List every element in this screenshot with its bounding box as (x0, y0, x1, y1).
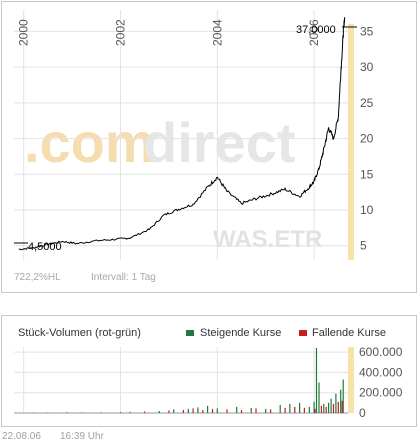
volume-y-tick-label: 600.000 (359, 345, 403, 359)
volume-bar-down (337, 401, 339, 413)
change-percent-label: 722,2%HL (14, 272, 61, 283)
volume-highlight-bar (348, 347, 354, 413)
volume-bar-up (158, 411, 160, 413)
volume-bar-up (129, 411, 131, 413)
volume-bar-up (279, 404, 281, 413)
price-series-line (18, 17, 346, 251)
footer-date: 22.08.06 (2, 431, 41, 442)
volume-bar-down (294, 406, 296, 413)
interval-label: Intervall: 1 Tag (91, 272, 156, 283)
volume-bar-up (236, 406, 238, 413)
volume-y-tick-label: 0 (359, 406, 366, 420)
volume-bar-up (328, 402, 330, 413)
volume-y-tick-label: 400.000 (359, 365, 403, 379)
volume-bar-up (335, 393, 337, 413)
volume-bar-up (250, 407, 252, 413)
price-y-tick-label: 15 (360, 167, 374, 181)
volume-bar-down (192, 408, 194, 413)
volume-bar-up (66, 412, 68, 413)
volume-bar-down (284, 407, 286, 413)
volume-bar-down (325, 406, 327, 413)
volume-bar-up (207, 405, 209, 413)
price-x-tick-label: 2004 (210, 19, 224, 46)
price-y-tick-label: 25 (360, 96, 374, 110)
price-y-tick-label: 10 (360, 203, 374, 217)
price-x-tick-label: 2006 (307, 19, 321, 46)
volume-bar-down (320, 405, 322, 413)
volume-bar-down (341, 400, 343, 413)
volume-y-tick-label: 200.000 (359, 386, 403, 400)
volume-bar-down (211, 408, 214, 413)
volume-bar-up (197, 407, 199, 413)
volume-title: Stück-Volumen (rot-grün) (18, 327, 141, 339)
volume-bar-up (323, 403, 325, 413)
volume-bar-down (314, 408, 316, 413)
volume-bar-up (289, 403, 291, 413)
volume-bar-up (342, 379, 344, 413)
footer-time: 16:39 Uhr (60, 431, 104, 442)
current-value-highlight-bar (348, 24, 354, 260)
watermark-direct: direct (143, 111, 296, 174)
volume-bar-up (32, 412, 34, 414)
price-chart-panel: .com direct WAS.ETR 2000 2002 2004 2006 5 10… (1, 1, 417, 293)
volume-chart: Stück-Volumen (rot-grün) Steigende Kurse… (14, 327, 403, 420)
price-y-tick-label: 30 (360, 60, 374, 74)
volume-bar-down (255, 408, 257, 413)
price-chart: .com direct WAS.ETR 2000 2002 2004 2006 5 10… (14, 10, 374, 283)
volume-bar-up (313, 401, 315, 413)
legend-up-label: Steigende Kurse (200, 327, 281, 339)
volume-bar-down (182, 410, 184, 413)
legend-down-label: Fallende Kurse (312, 327, 386, 339)
price-y-tick-label: 5 (360, 239, 367, 253)
volume-bar-down (226, 409, 228, 413)
volume-bar-up (216, 408, 218, 413)
volume-bar-up (100, 412, 102, 413)
volume-bar-up (318, 382, 320, 413)
volume-bar-up (330, 398, 332, 413)
volume-bar-up (265, 408, 267, 413)
low-value-label: 4,5000 (28, 241, 62, 253)
price-x-tick-label: 2000 (17, 19, 31, 46)
volume-bar-up (315, 348, 318, 413)
volume-bar-up (173, 409, 175, 413)
volume-chart-panel: Stück-Volumen (rot-grün) Steigende Kurse… (1, 315, 417, 427)
volume-bar-down (81, 412, 83, 413)
volume-bar-down (332, 403, 335, 413)
watermark-symbol: WAS.ETR (213, 226, 322, 253)
price-x-tick-label: 2002 (113, 19, 127, 46)
volume-bar-down (270, 409, 272, 413)
volume-bar-down (168, 410, 170, 413)
volume-bar-up (299, 402, 301, 413)
volume-bar-down (240, 410, 243, 413)
high-value-label: 37,0000 (296, 24, 336, 36)
legend-down-swatch (299, 330, 307, 336)
volume-bar-down (303, 407, 305, 413)
volume-bar-down (202, 410, 204, 413)
volume-bar-down (144, 411, 146, 413)
watermark-com: .com (24, 111, 155, 174)
volume-bar-up (187, 408, 189, 413)
price-y-tick-label: 20 (360, 132, 374, 146)
price-y-tick-label: 35 (360, 24, 374, 38)
legend-up-swatch (186, 330, 194, 336)
volume-bar-down (119, 412, 122, 413)
volume-bar-up (340, 389, 342, 413)
volume-bar-up (308, 406, 310, 413)
volume-bar-down (47, 412, 49, 414)
